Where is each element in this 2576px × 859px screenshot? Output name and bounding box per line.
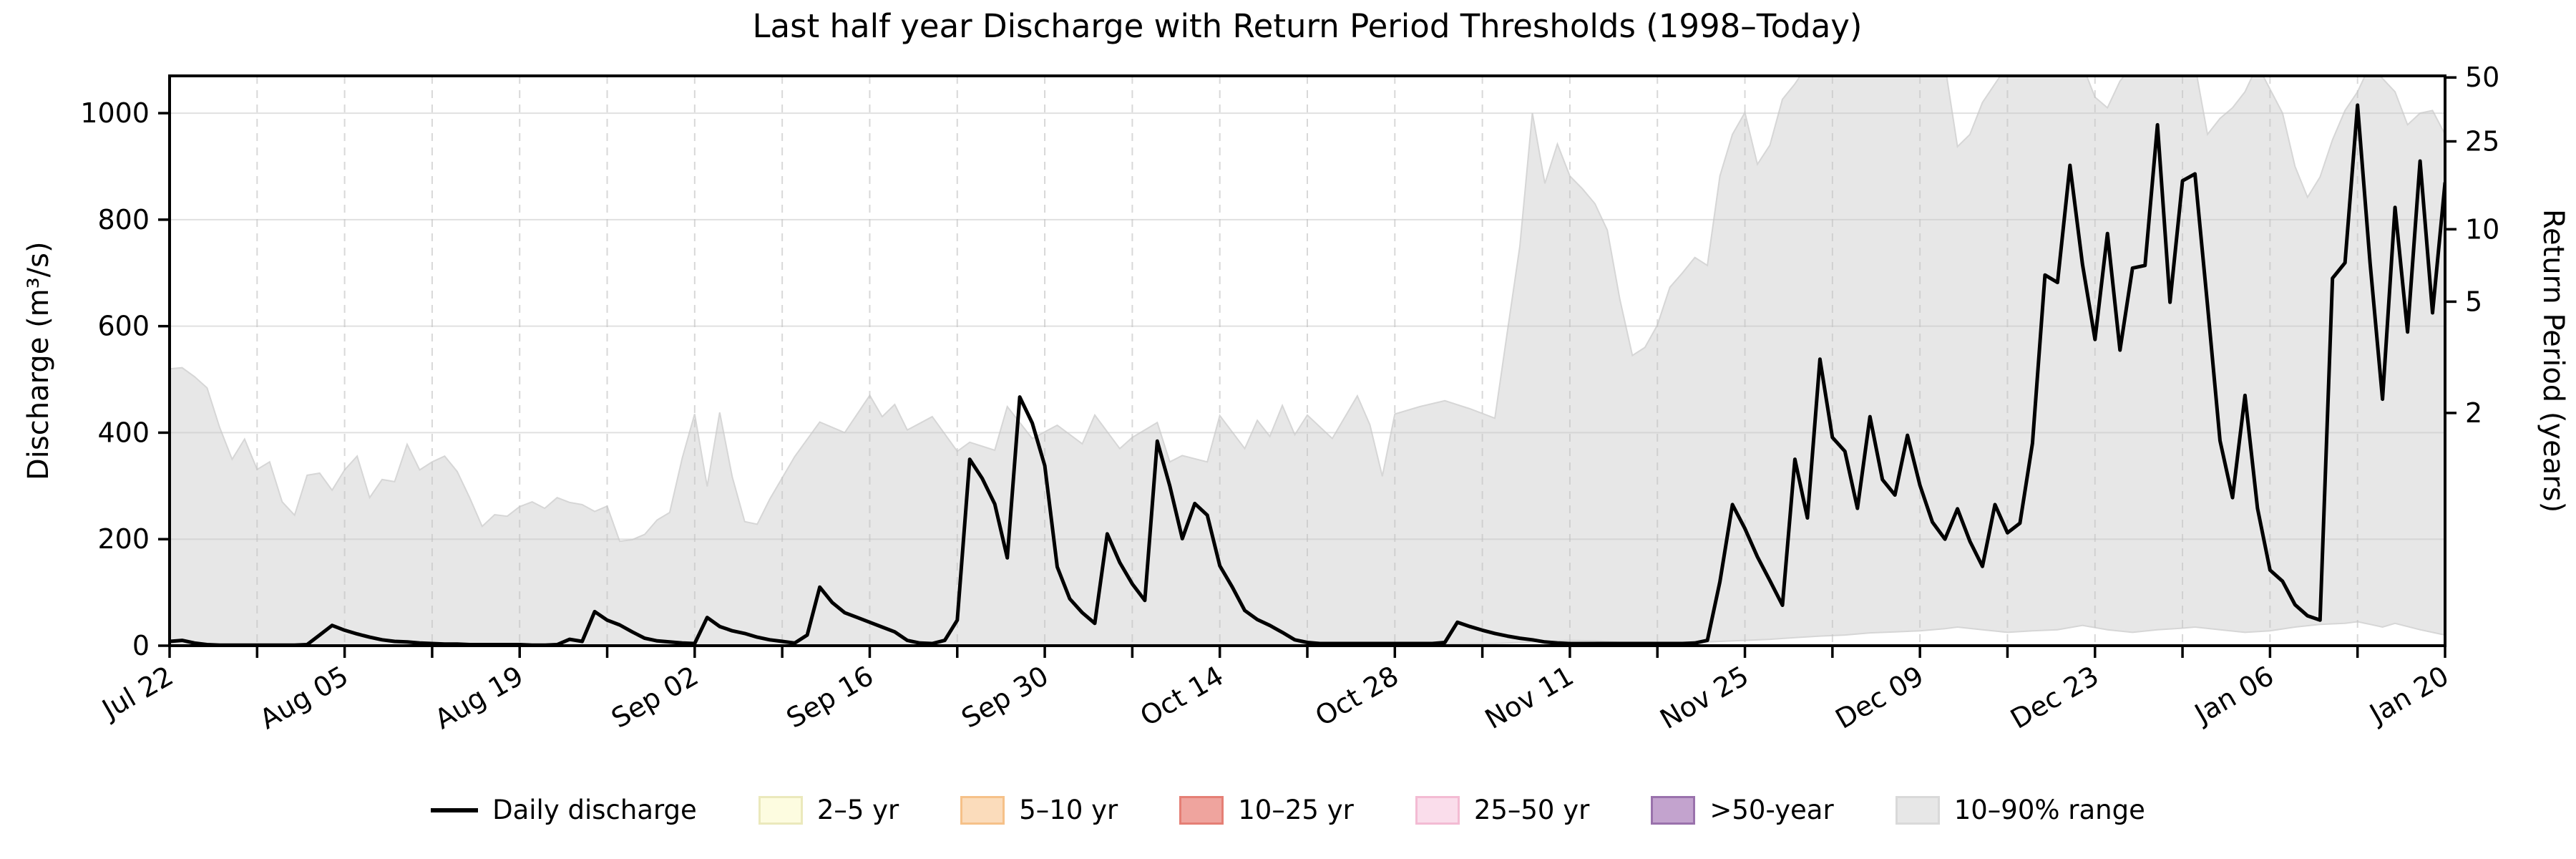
legend-label: 2–5 yr [816,795,899,825]
legend-label: Daily discharge [492,795,697,825]
legend-label: >50-year [1709,795,1834,825]
legend-item: 25–50 yr [1415,795,1590,825]
x-tick-label: Sep 30 [956,660,1053,734]
x-tick-label: Nov 11 [1480,660,1579,735]
percentile-band [170,76,2445,646]
y-tick-label-right: 10 [2465,213,2499,245]
y-tick-label-left: 800 [97,204,150,236]
x-tick-label: Jan 20 [2363,660,2454,731]
legend-patch-swatch [758,795,803,825]
x-tick-label: Nov 25 [1654,660,1754,735]
y-tick-label-left: 200 [97,523,150,555]
x-tick-label: Sep 16 [781,660,879,734]
y-tick-label-left: 1000 [80,97,150,129]
y-tick-label-left: 0 [132,630,150,661]
x-tick-label: Oct 28 [1310,660,1404,732]
legend-item: 10–25 yr [1179,795,1354,825]
legend: Daily discharge 2–5 yr 5–10 yr 10–25 yr 25–5… [0,795,2576,825]
y-axis-label-right: Return Period (years) [2537,208,2570,513]
x-tick-label: Jan 06 [2188,660,2279,731]
y-tick-label-right: 2 [2465,397,2482,429]
y-tick-label-right: 5 [2465,286,2482,317]
legend-label: 10–90% range [1953,795,2145,825]
chart-title: Last half year Discharge with Return Per… [752,7,1863,45]
legend-line-swatch [431,807,479,812]
y-tick-label-right: 50 [2465,62,2499,93]
y-tick-label-right: 25 [2465,126,2499,157]
x-tick-label: Sep 02 [606,660,703,734]
legend-patch-swatch [1895,795,1940,825]
legend-patch-swatch [1415,795,1460,825]
legend-item: 2–5 yr [758,795,899,825]
legend-item: >50-year [1651,795,1834,825]
legend-label: 25–50 yr [1473,795,1590,825]
legend-label: 5–10 yr [1019,795,1118,825]
legend-item: Daily discharge [431,795,697,825]
x-tick-label: Jul 22 [96,660,179,726]
legend-item: 5–10 yr [960,795,1118,825]
x-tick-label: Aug 19 [429,660,529,735]
x-tick-label: Oct 14 [1135,660,1229,732]
x-tick-label: Dec 09 [1830,660,1929,735]
legend-patch-swatch [1179,795,1224,825]
legend-item: 10–90% range [1895,795,2145,825]
y-tick-label-left: 400 [97,417,150,448]
legend-label: 10–25 yr [1238,795,1354,825]
x-tick-label: Aug 05 [255,660,354,735]
x-tick-label: Dec 23 [2005,660,2104,735]
legend-patch-swatch [960,795,1005,825]
legend-patch-swatch [1651,795,1696,825]
y-tick-label-left: 600 [97,311,150,342]
